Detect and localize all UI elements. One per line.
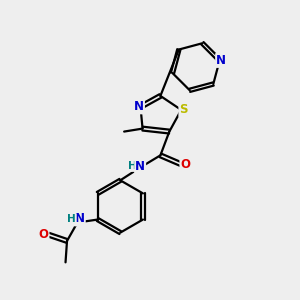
Text: H: H [67,214,76,224]
Text: N: N [216,54,226,67]
Text: O: O [180,158,190,171]
Text: N: N [134,100,144,113]
Text: N: N [135,160,145,172]
Text: N: N [75,212,85,226]
Text: O: O [38,228,49,241]
Text: H: H [128,161,136,171]
Text: S: S [179,103,188,116]
